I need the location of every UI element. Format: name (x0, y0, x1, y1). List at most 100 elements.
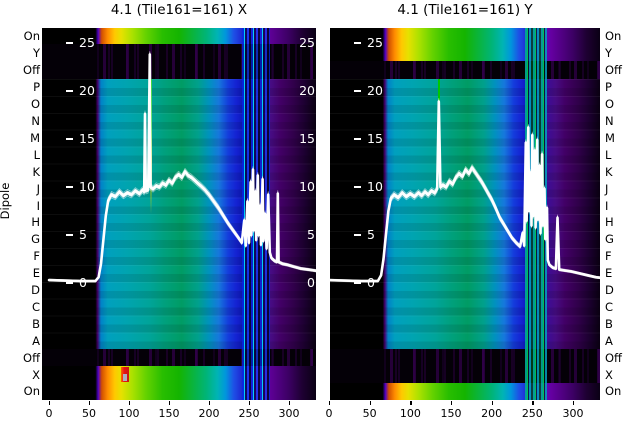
y-tick-value: 25 (79, 35, 95, 50)
heatmap-panel-y: 25 20 15 10 5 0 (330, 28, 600, 400)
y-tick-label-inner-left: 15 (66, 131, 95, 147)
row-label-left: D (31, 283, 40, 298)
x-tick-label: 50 (82, 407, 96, 420)
y-tick-label-inner-left: 10 (66, 179, 95, 195)
row-label-right: L (605, 147, 612, 162)
row-label-right: I (605, 198, 609, 213)
y-tick-value: 20 (367, 83, 383, 98)
y-tick-value: 5 (79, 227, 87, 242)
x-tick-mark (289, 401, 291, 405)
row-label-right: J (605, 181, 609, 196)
row-label-left: F (33, 249, 40, 264)
x-tick-label: 250 (521, 407, 543, 420)
row-label-left: H (31, 215, 40, 230)
row-label-right: N (605, 113, 614, 128)
y-tick-label-inner-left: 5 (66, 227, 87, 243)
x-tick-mark (129, 401, 131, 405)
row-label-right: E (605, 266, 613, 281)
tick-dash (354, 138, 361, 140)
y-tick-label-inner-right: 10 (299, 179, 315, 194)
row-label-right: B (605, 316, 613, 331)
row-label-left: L (33, 147, 40, 162)
left-panel-title: 4.1 (Tile161=161) X (110, 2, 248, 18)
dipole-row-labels-right: On Y Off P O N M L K J I H G F E D C B A Off X On (605, 28, 639, 400)
row-label-left: E (32, 266, 40, 281)
tick-dash (354, 186, 361, 188)
y-tick-value: 15 (367, 131, 383, 146)
row-label-left: Off (23, 63, 40, 78)
row-label-right: On (605, 384, 622, 399)
tick-dash (354, 234, 361, 236)
tick-dash (354, 90, 361, 92)
y-tick-label-inner-left: 5 (354, 227, 375, 243)
tick-dash (66, 234, 73, 236)
row-label-left: A (32, 333, 40, 348)
y-tick-value: 0 (79, 275, 87, 290)
tick-dash (66, 282, 73, 284)
x-tick-mark (491, 401, 493, 405)
spectrum-curve-bundle (330, 98, 600, 283)
row-label-left: K (32, 164, 40, 179)
y-tick-label-inner-left: 20 (66, 83, 95, 99)
dipole-row-labels-left: On Y Off P O N M L K J I H G F E D C B A Off X On (0, 28, 40, 400)
y-tick-value: 10 (79, 179, 95, 194)
x-tick-mark (169, 401, 171, 405)
row-label-right: P (605, 80, 612, 95)
x-tick-mark (450, 401, 453, 405)
row-label-right: K (605, 164, 613, 179)
row-label-right: G (605, 232, 614, 247)
x-tick-mark (209, 401, 211, 405)
x-tick-label: 50 (362, 407, 377, 420)
y-tick-label-inner-right: 25 (299, 35, 315, 50)
y-tick-value: 25 (367, 35, 383, 50)
x-tick-label: 0 (325, 407, 333, 420)
x-tick-mark (410, 401, 412, 405)
tick-dash (66, 186, 73, 188)
x-tick-mark (89, 401, 91, 405)
right-panel-title: 4.1 (Tile161=161) Y (397, 2, 533, 18)
x-tick-label: 300 (278, 407, 300, 420)
x-tick-label: 100 (118, 407, 140, 420)
tick-dash (66, 42, 73, 44)
x-tick-label: 150 (440, 407, 462, 420)
x-tick-mark (249, 401, 251, 405)
y-tick-label-inner-right: 5 (307, 227, 315, 242)
x-tick-mark (369, 401, 371, 405)
row-label-right: C (605, 299, 614, 314)
dipole-test-block (330, 78, 600, 350)
row-label-left: P (33, 80, 40, 95)
flagged-data-patch (122, 374, 128, 382)
y-tick-label-inner-left: 25 (66, 35, 95, 51)
y-tick-label-inner-left: 0 (66, 275, 87, 291)
y-tick-label-inner-left: 10 (354, 179, 383, 195)
y-tick-label-inner-left: 0 (354, 275, 375, 291)
y-tick-label-inner-left: 20 (354, 83, 383, 99)
row-banding (42, 78, 316, 350)
row-label-left: Off (23, 350, 40, 365)
row-label-right: Off (605, 63, 622, 78)
y-tick-label-inner-right: 20 (299, 83, 315, 98)
tick-dash (354, 42, 361, 44)
row-label-right: M (605, 130, 615, 145)
x-tick-mark (572, 401, 575, 405)
row-label-right: H (605, 215, 614, 230)
row-label-left: J (36, 181, 40, 196)
x-tick-mark (49, 401, 51, 405)
heatmap-panel-x: 25 25 20 20 15 15 10 10 5 5 0 0 (42, 28, 316, 400)
y-tick-value: 15 (79, 131, 95, 146)
row-label-left: O (30, 97, 40, 112)
spectrum-curve-bundle (47, 50, 316, 283)
row-label-right: On (605, 29, 622, 44)
row-label-right: A (605, 333, 613, 348)
row-label-right: Y (605, 46, 613, 61)
y-tick-label-inner-right: 0 (307, 275, 315, 290)
y-tick-value: 10 (367, 179, 383, 194)
tick-dash (66, 138, 73, 140)
x-tick-mark (532, 401, 534, 405)
row-label-left: Y (32, 46, 40, 61)
y-tick-label-inner-right: 15 (299, 131, 315, 146)
x-tick-label: 0 (45, 407, 53, 420)
x-tick-label: 300 (562, 407, 584, 420)
row-label-left: I (36, 198, 40, 213)
